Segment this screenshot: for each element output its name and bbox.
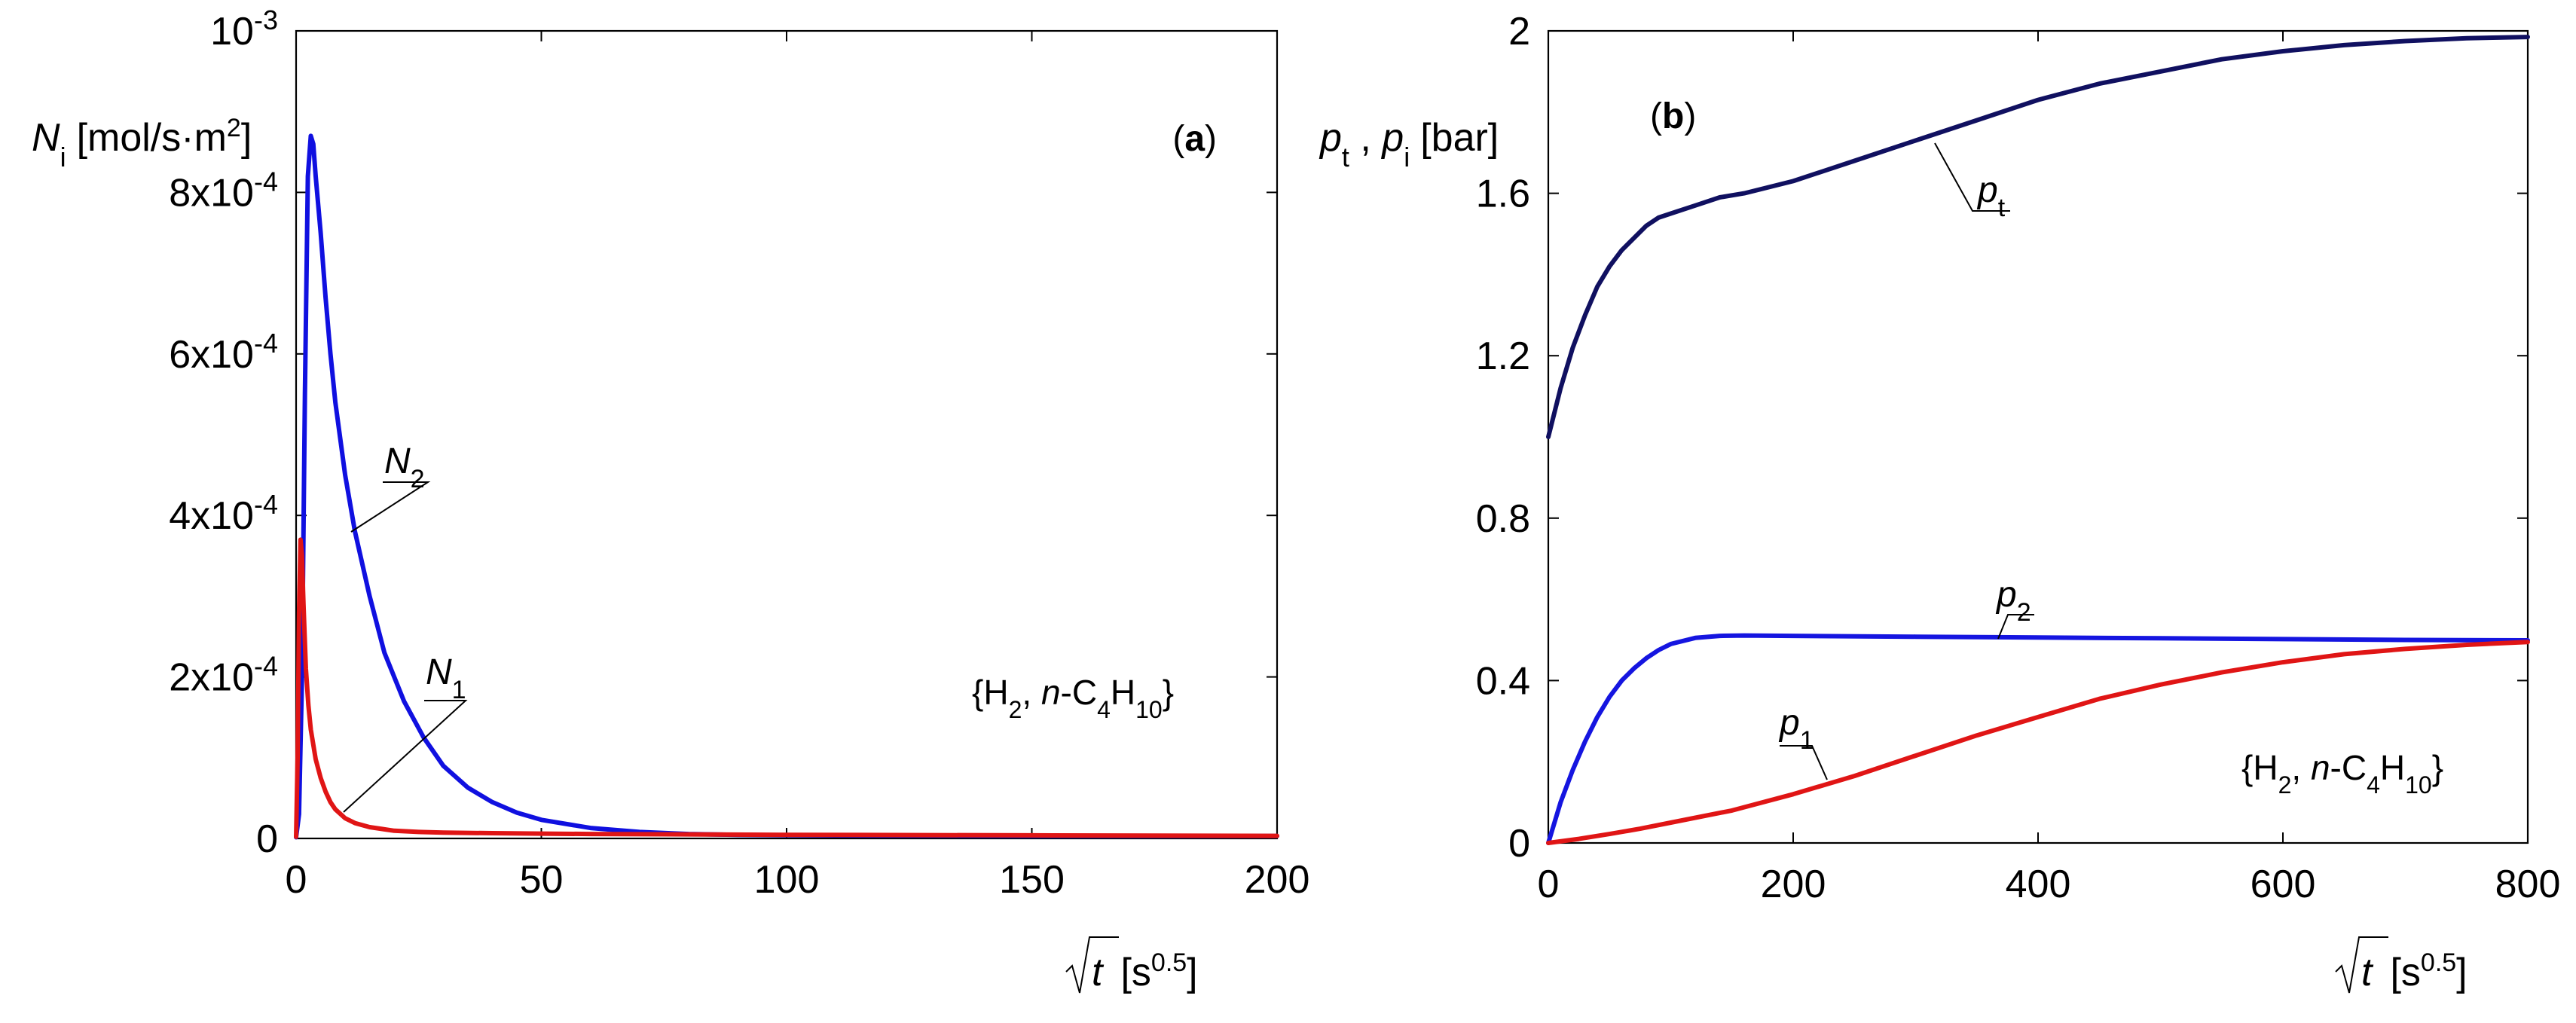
panel-b: 0 200 400 600 800 0 0.4 0.8 1.2 1.6 2 (b) pt , pi[…	[1319, 10, 2560, 994]
plot-frame-b	[1547, 29, 2529, 844]
plot-frame-a	[295, 29, 1279, 840]
leader-N1	[343, 700, 468, 813]
x-axis-label-b: t [s0.5]	[2335, 936, 2468, 994]
system-annotation-a: {H2, n-C4H10}	[972, 673, 1174, 723]
y-axis-label-b: pt , pi [bar]	[1319, 116, 1499, 173]
y-tick-label: 10-3	[210, 5, 278, 54]
series-line-p1	[1546, 640, 2530, 845]
series-label-p1: p1	[1778, 703, 1828, 780]
svg-text:p1: p1	[1778, 703, 1814, 755]
leader-p1	[1780, 745, 1828, 780]
y-tick-label: 0.4	[1476, 659, 1530, 703]
leader-p2	[1997, 614, 2034, 640]
x-tick-label: 200	[1245, 858, 1310, 902]
panel-a: 0 50 100 150 200 0 2x10-4 4x10-4 6x10-4 8x10-4 10-…	[32, 5, 1309, 995]
x-tick-label: 0	[286, 858, 307, 902]
series-line-pt	[1546, 35, 2530, 439]
y-tick-label: 0.8	[1476, 497, 1530, 541]
y-tick-label: 0	[1508, 822, 1530, 866]
leader-N2	[350, 481, 431, 533]
svg-text:t[s0.5]: t [s0.5]	[1092, 948, 1198, 994]
curves-b	[1546, 35, 2530, 845]
x-tick-label: 50	[520, 858, 564, 902]
svg-text:N2: N2	[384, 441, 425, 493]
y-tick-label: 6x10-4	[169, 327, 278, 377]
curves-a	[294, 133, 1279, 840]
x-tick-label: 200	[1761, 863, 1826, 906]
series-line-N2	[294, 133, 1279, 840]
series-label-pt: pt	[1934, 142, 2010, 222]
svg-text:p2: p2	[1995, 575, 2031, 627]
y-tick-label: 0	[256, 817, 278, 861]
y-tick-label: 1.2	[1476, 334, 1530, 378]
series-label-p2: p2	[1995, 575, 2034, 640]
x-tick-label: 150	[999, 858, 1065, 902]
y-tick-label: 8x10-4	[169, 166, 278, 215]
x-tick-label: 600	[2251, 863, 2316, 906]
x-tick-label: 800	[2495, 863, 2561, 906]
y-tick-label: 2x10-4	[169, 650, 278, 700]
sqrt-sign-icon	[2335, 936, 2388, 994]
y-tick-label: 2	[1508, 10, 1530, 53]
y-axis-label-a: Ni [mol/s·m2]	[32, 114, 252, 173]
x-tick-label: 0	[1538, 863, 1560, 906]
x-tick-label: 100	[754, 858, 820, 902]
x-axis-label-a: t [s0.5]	[1065, 936, 1198, 994]
panel-tag-a: (a)	[1172, 119, 1217, 159]
sqrt-sign-icon	[1065, 936, 1119, 994]
ticks-a: 0 50 100 150 200 0 2x10-4 4x10-4 6x10-4 8x10-4 10-…	[169, 5, 1309, 902]
y-tick-label: 1.6	[1476, 173, 1530, 216]
ticks-b: 0 200 400 600 800 0 0.4 0.8 1.2 1.6 2	[1476, 10, 2561, 906]
series-line-N1	[294, 537, 1279, 839]
series-label-N1: N1	[343, 652, 468, 813]
svg-text:pt: pt	[1976, 170, 2006, 222]
svg-text:N1: N1	[426, 652, 466, 704]
x-tick-label: 400	[2006, 863, 2071, 906]
panel-tag-b: (b)	[1650, 96, 1696, 136]
system-annotation-b: {H2, n-C4H10}	[2241, 748, 2443, 799]
y-tick-label: 4x10-4	[169, 489, 278, 539]
series-line-p2	[1546, 633, 2530, 845]
series-label-N2: N2	[350, 441, 431, 533]
svg-text:t[s0.5]: t [s0.5]	[2361, 948, 2468, 994]
leader-pt	[1934, 142, 2010, 212]
